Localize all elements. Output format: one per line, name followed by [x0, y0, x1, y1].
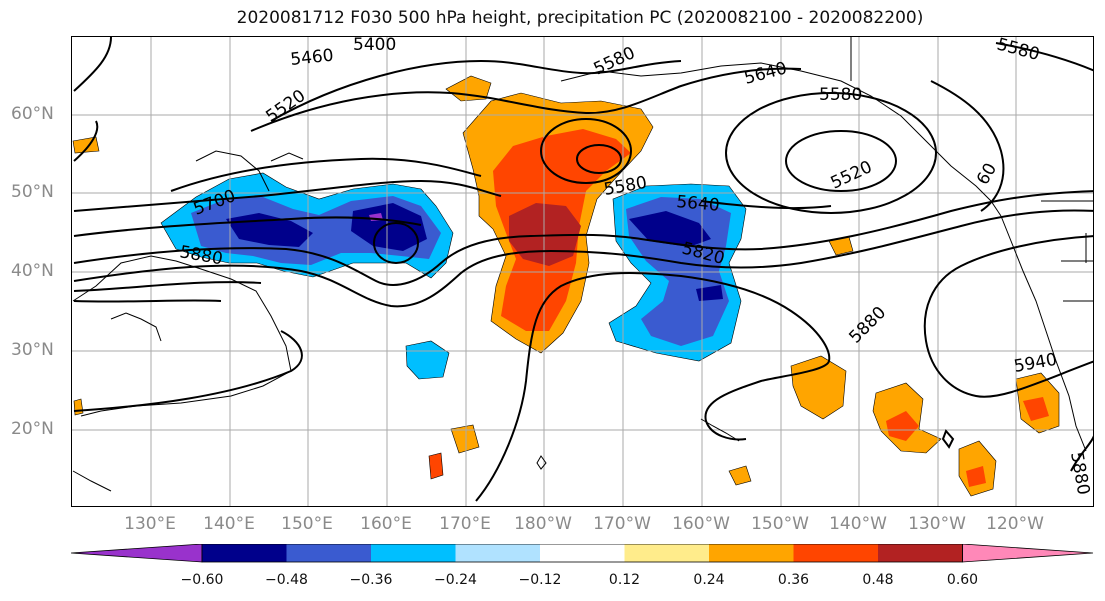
colorbar-tick-3: −0.36	[349, 572, 393, 588]
pos-region-hawaii-2-core	[886, 411, 919, 441]
lat-label-40: 40°N	[11, 261, 54, 281]
pos-region-small-4	[728, 465, 752, 486]
lon-label-140w: 140°W	[829, 514, 887, 534]
colorbar-bin-9	[878, 544, 963, 562]
contour-label-5400-a: 5400	[353, 37, 396, 55]
colorbar-bin-4	[455, 544, 540, 562]
lon-label-180w: 180°W	[514, 514, 572, 534]
contour-label-60: 60	[973, 160, 1001, 189]
colorbar-tick-8: 0.36	[777, 572, 810, 588]
pos-region-small-north	[445, 75, 492, 102]
lat-label-20: 20°N	[11, 419, 54, 439]
contour-label-5880-b: 5880	[845, 303, 890, 348]
lon-label-120w: 120°W	[986, 514, 1044, 534]
lon-label-160e: 160°E	[360, 514, 412, 534]
colorbar-tick-9: 0.48	[862, 572, 894, 588]
colorbar-bin-3	[371, 544, 456, 562]
map-panel: 5400 5460 5520 5580 5640 5700 5820 5880 …	[71, 36, 1094, 507]
pos-region-small-3	[428, 452, 444, 480]
neg-region-east-core	[629, 211, 711, 247]
colorbar-tick-4: −0.24	[434, 572, 477, 588]
lon-label-150e: 150°E	[281, 514, 333, 534]
lon-label-170e: 170°E	[439, 514, 491, 534]
colorbar-tick-10: 0.60	[946, 572, 979, 588]
colorbar-tick-2: −0.48	[265, 572, 308, 588]
map-title: 2020081712 F030 500 hPa height, precipit…	[236, 8, 924, 28]
lon-label-150w: 150°W	[751, 514, 809, 534]
lon-label-160w: 160°W	[672, 514, 730, 534]
colorbar-tick-6: 0.12	[608, 572, 641, 588]
colorbar-bin-8	[793, 544, 878, 562]
pos-region-coast-core	[1023, 397, 1049, 421]
colorbar-tick-1: −0.60	[180, 572, 224, 588]
lon-label-170w: 170°W	[593, 514, 651, 534]
height-contours	[73, 37, 1093, 502]
colorbar-bin-7	[709, 544, 794, 562]
contour-label-5580-a: 5580	[591, 43, 639, 79]
map-canvas: 5400 5460 5520 5580 5640 5700 5820 5880 …	[72, 37, 1093, 506]
colorbar-bin-2	[286, 544, 371, 562]
colorbar-extend-low	[71, 544, 203, 563]
pos-region-hawaii-3-core	[966, 466, 986, 487]
contour-label-5580-b: 5580	[819, 85, 862, 105]
colorbar-bin-6	[624, 544, 709, 562]
contour-label-5940: 5940	[1012, 350, 1058, 377]
lon-label-130w: 130°W	[908, 514, 966, 534]
neg-region-small	[405, 340, 450, 380]
lon-label-140e: 140°E	[203, 514, 255, 534]
colorbar	[71, 544, 1094, 563]
lat-label-60: 60°N	[11, 104, 54, 124]
graticule	[72, 37, 1093, 506]
pos-region-small-6	[73, 398, 84, 416]
lat-label-30: 30°N	[11, 340, 54, 360]
colorbar-bin-1	[202, 544, 287, 562]
contour-label-5520-a: 5520	[262, 86, 309, 127]
lat-label-50: 50°N	[11, 182, 54, 202]
contour-label-5640-a: 5640	[742, 58, 789, 89]
colorbar-tick-7: 0.24	[693, 572, 725, 588]
colorbar-extend-high	[962, 544, 1094, 563]
contour-label-5580-d: 5580	[995, 37, 1042, 65]
colorbar-tick-5: −0.12	[518, 572, 562, 588]
contour-label-5640-b: 5640	[676, 192, 721, 216]
neg-region-east-core2	[696, 285, 723, 301]
contour-label-5460: 5460	[289, 46, 334, 70]
lon-label-130e: 130°E	[124, 514, 176, 534]
coastlines	[72, 37, 1093, 492]
colorbar-bin-5	[540, 544, 625, 562]
pos-region-hawaii-1	[790, 355, 847, 420]
precip-fill	[72, 75, 1060, 497]
contour-label-5880-c: 5880	[1066, 450, 1093, 496]
pos-region-small-2	[450, 424, 480, 454]
